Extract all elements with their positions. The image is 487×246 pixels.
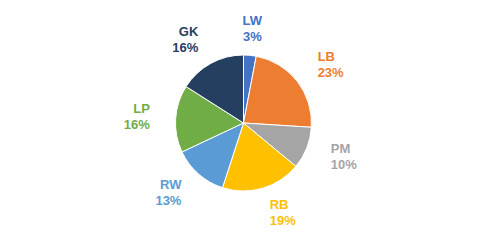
slice-label: LB — [318, 49, 335, 64]
pie-slice — [244, 56, 312, 127]
data-label: 16% — [172, 40, 198, 55]
data-label: 23% — [318, 65, 344, 80]
slice-label: GK — [179, 24, 199, 39]
labels: LW3%LB23%PM10%RB19%RW13%LP16%GK16% — [124, 13, 357, 228]
chart-svg: LW3%LB23%PM10%RB19%RW13%LP16%GK16% — [0, 0, 487, 246]
slice-label: LW — [243, 13, 263, 28]
slice-label: LP — [133, 101, 150, 116]
slices — [176, 55, 312, 191]
data-label: 19% — [270, 213, 296, 228]
data-label: 10% — [331, 157, 357, 172]
slice-label: RB — [270, 197, 289, 212]
slice-label: PM — [331, 141, 351, 156]
data-label: 13% — [155, 193, 181, 208]
data-label: 16% — [124, 117, 150, 132]
data-label: 3% — [243, 29, 262, 44]
chart-container: LW3%LB23%PM10%RB19%RW13%LP16%GK16% — [0, 0, 487, 246]
pie-slice — [186, 55, 243, 123]
slice-label: RW — [160, 177, 182, 192]
